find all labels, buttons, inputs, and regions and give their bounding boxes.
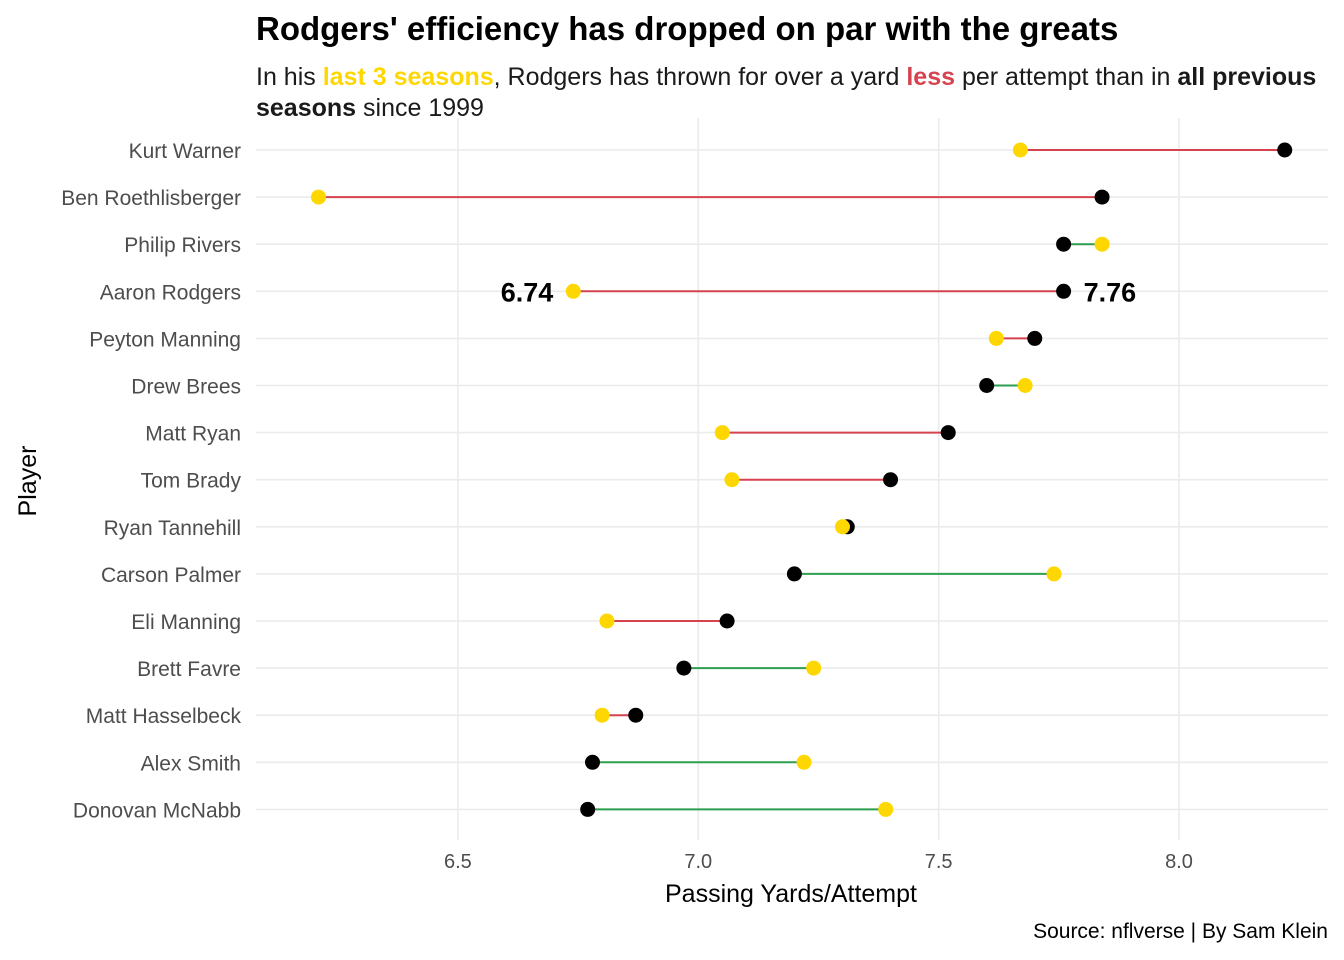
previous-seasons-point bbox=[883, 472, 899, 488]
subtitle-text-4: since 1999 bbox=[356, 94, 484, 122]
y-tick-label: Philip Rivers bbox=[124, 234, 241, 257]
y-tick-label: Ryan Tannehill bbox=[104, 517, 241, 540]
y-tick-label: Peyton Manning bbox=[89, 328, 241, 351]
previous-seasons-point bbox=[1094, 189, 1110, 205]
value-annotation: 6.74 bbox=[501, 277, 554, 307]
subtitle-text-3: per attempt than in bbox=[955, 63, 1178, 91]
last3-seasons-point bbox=[594, 707, 610, 723]
previous-seasons-point bbox=[628, 707, 644, 723]
previous-seasons-point bbox=[1056, 236, 1072, 252]
last3-seasons-point bbox=[1046, 566, 1062, 582]
last3-seasons-point bbox=[834, 519, 850, 535]
segment-layer bbox=[318, 149, 1285, 811]
previous-seasons-point bbox=[1056, 283, 1072, 299]
last3-seasons-point bbox=[565, 283, 581, 299]
y-tick-label: Matt Ryan bbox=[145, 423, 241, 446]
y-tick-label: Tom Brady bbox=[141, 470, 242, 493]
last3-seasons-point bbox=[1012, 142, 1028, 158]
point-layer bbox=[310, 142, 1293, 817]
grid-layer: 6.5 7.0 7.5 8.0 Kurt Warner Ben Roethlisberge… bbox=[61, 118, 1328, 873]
label-layer: 6.74 7.76 bbox=[501, 277, 1136, 307]
previous-seasons-point bbox=[1027, 330, 1043, 346]
y-tick-label: Kurt Warner bbox=[129, 140, 241, 163]
last3-seasons-point bbox=[714, 425, 730, 441]
y-tick-label: Aaron Rodgers bbox=[100, 281, 241, 304]
previous-seasons-point bbox=[676, 660, 692, 676]
value-annotation: 7.76 bbox=[1084, 277, 1137, 307]
previous-seasons-point bbox=[940, 425, 956, 441]
x-tick-label: 7.0 bbox=[684, 851, 712, 873]
y-axis-title: Player bbox=[14, 446, 42, 517]
last3-seasons-point bbox=[599, 613, 615, 629]
y-tick-label: Carson Palmer bbox=[101, 564, 241, 587]
subtitle-text-1: In his bbox=[256, 63, 323, 91]
last3-seasons-point bbox=[988, 330, 1004, 346]
last3-seasons-point bbox=[724, 472, 740, 488]
previous-seasons-point bbox=[580, 801, 596, 817]
previous-seasons-point bbox=[1277, 142, 1293, 158]
last3-seasons-point bbox=[796, 754, 812, 770]
x-tick-label: 8.0 bbox=[1165, 851, 1193, 873]
y-tick-label: Donovan McNabb bbox=[73, 799, 241, 822]
y-tick-label: Ben Roethlisberger bbox=[61, 187, 241, 210]
previous-seasons-point bbox=[719, 613, 735, 629]
chart-subtitle: In his last 3 seasons, Rodgers has throw… bbox=[256, 62, 1326, 124]
previous-seasons-point bbox=[979, 378, 995, 393]
chart-caption: Source: nflverse | By Sam Klein bbox=[1033, 920, 1328, 943]
subtitle-text-2: , Rodgers has thrown for over a yard bbox=[493, 63, 907, 91]
y-tick-label: Drew Brees bbox=[131, 376, 241, 399]
previous-seasons-point bbox=[585, 754, 601, 770]
y-tick-label: Alex Smith bbox=[141, 752, 241, 775]
y-tick-label: Matt Hasselbeck bbox=[86, 705, 242, 728]
last3-seasons-point bbox=[806, 660, 822, 676]
subtitle-highlight-last3: last 3 seasons bbox=[322, 63, 494, 91]
x-tick-label: 7.5 bbox=[925, 851, 953, 873]
chart-title: Rodgers' efficiency has dropped on par w… bbox=[256, 10, 1119, 47]
last3-seasons-point bbox=[1094, 236, 1110, 252]
last3-seasons-point bbox=[1017, 378, 1033, 393]
subtitle-highlight-less: less bbox=[906, 63, 956, 91]
last3-seasons-point bbox=[878, 801, 894, 817]
y-tick-label: Eli Manning bbox=[131, 611, 241, 634]
last3-seasons-point bbox=[310, 189, 326, 205]
subtitle-highlight-previous: all previous seasons bbox=[256, 63, 1317, 122]
previous-seasons-point bbox=[786, 566, 802, 582]
x-tick-label: 6.5 bbox=[444, 851, 472, 873]
x-axis-title: Passing Yards/Attempt bbox=[665, 880, 917, 908]
y-tick-label: Brett Favre bbox=[137, 658, 241, 681]
